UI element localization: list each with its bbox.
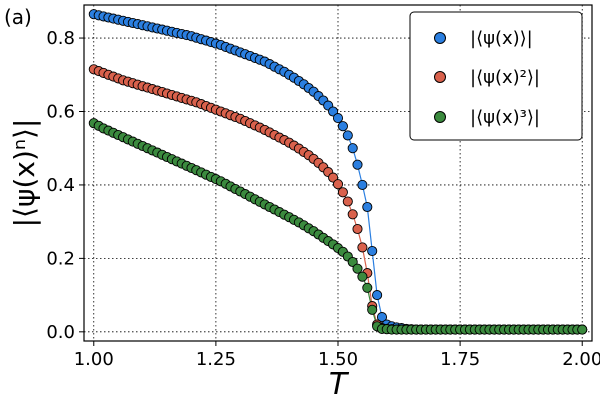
data-point-series-2 — [337, 187, 348, 198]
legend-marker-psi1 — [434, 32, 446, 44]
legend-label-psi2: |⟨ψ(x)²⟩| — [470, 67, 540, 88]
data-point-series-1 — [342, 130, 353, 141]
x-tick-label: 1.25 — [196, 349, 236, 370]
panel-label: (a) — [4, 5, 32, 29]
data-point-series-1 — [332, 113, 344, 124]
data-point-series-3 — [357, 271, 368, 282]
data-point-series-1 — [337, 121, 348, 132]
data-point-series-3 — [352, 263, 363, 274]
y-tick-label: 0.2 — [46, 248, 75, 269]
legend-label-psi1: |⟨ψ(x)⟩| — [470, 28, 533, 49]
data-point-series-2 — [342, 196, 353, 207]
data-point-series-1 — [357, 179, 368, 190]
data-point-series-1 — [372, 290, 383, 301]
data-point-series-2 — [347, 209, 358, 220]
y-tick-label: 0.0 — [46, 322, 75, 343]
y-tick-label: 0.6 — [46, 101, 75, 122]
data-point-series-3 — [367, 304, 378, 315]
x-tick-label: 1.75 — [440, 349, 480, 370]
data-point-series-2 — [357, 242, 368, 253]
axis-ticks: 1.00 1.25 1.50 1.75 2.00 0.0 0.2 0.4 0.6 0.8 — [46, 28, 600, 370]
x-tick-label: 1.50 — [318, 349, 358, 370]
data-point-series-1 — [362, 201, 373, 213]
legend-box — [409, 11, 583, 141]
x-tick-label: 1.00 — [74, 349, 114, 370]
data-point-series-3 — [362, 282, 373, 293]
y-axis-label: |⟨ψ(x)ⁿ⟩| — [8, 119, 41, 228]
y-tick-label: 0.8 — [46, 28, 75, 49]
data-point-series-2 — [332, 179, 344, 190]
legend: |⟨ψ(x)⟩| |⟨ψ(x)²⟩| |⟨ψ(x)³⟩| — [409, 11, 583, 141]
legend-marker-psi3 — [434, 111, 446, 123]
data-point-series-3 — [577, 324, 588, 335]
x-tick-label: 2.00 — [562, 349, 600, 370]
data-point-series-1 — [376, 312, 388, 323]
data-point-series-1 — [347, 143, 358, 154]
data-point-series-2 — [352, 223, 363, 235]
legend-label-psi3: |⟨ψ(x)³⟩| — [470, 107, 540, 128]
data-point-series-3 — [347, 256, 358, 268]
series-layer — [88, 9, 588, 335]
legend-marker-psi2 — [434, 71, 446, 83]
x-axis-label: T — [329, 367, 350, 400]
data-point-series-1 — [352, 159, 363, 170]
data-point-series-1 — [367, 245, 378, 257]
y-tick-label: 0.4 — [46, 175, 75, 196]
